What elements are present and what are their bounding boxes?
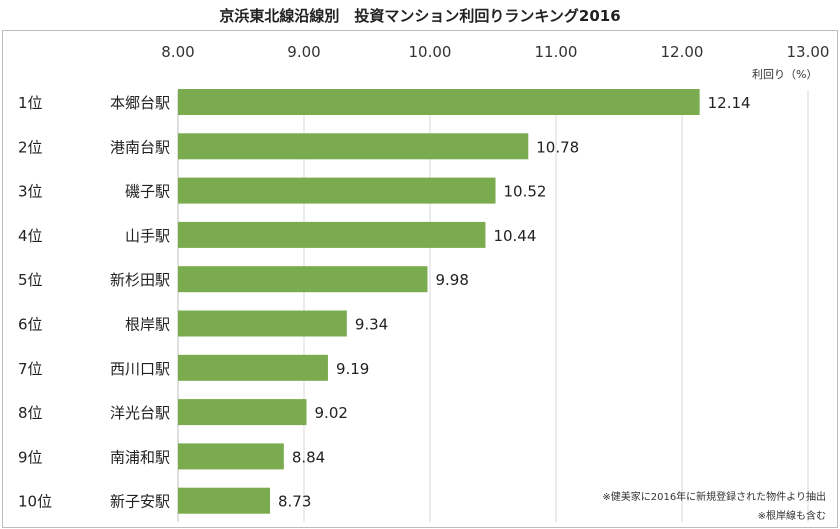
data-label: 9.02 xyxy=(315,404,348,422)
rank-label: 2位 xyxy=(18,138,43,156)
bar xyxy=(178,443,284,470)
x-tick-label: 13.00 xyxy=(787,43,830,61)
bar xyxy=(178,399,307,426)
x-tick-label: 12.00 xyxy=(661,43,704,61)
rank-label: 7位 xyxy=(18,360,43,378)
data-label: 10.52 xyxy=(504,183,547,201)
category-label: 本郷台駅 xyxy=(110,94,170,112)
bar xyxy=(178,133,529,160)
category-label: 南浦和駅 xyxy=(110,448,170,466)
bar xyxy=(178,221,486,248)
footnote-source: ※健美家に2016年に新規登録された物件より抽出 xyxy=(602,492,826,503)
data-label: 12.14 xyxy=(708,94,751,112)
data-label: 10.44 xyxy=(493,227,536,245)
category-label: 新杉田駅 xyxy=(110,271,170,289)
x-tick-label: 8.00 xyxy=(161,43,194,61)
rank-label: 5位 xyxy=(18,271,43,289)
rank-label: 1位 xyxy=(18,94,43,112)
footnote-scope: ※根岸線も含む xyxy=(757,511,826,522)
x-tick-label: 9.00 xyxy=(287,43,320,61)
bar xyxy=(178,266,428,293)
category-label: 磯子駅 xyxy=(125,183,170,201)
bar xyxy=(178,487,270,514)
category-label: 山手駅 xyxy=(125,227,170,245)
bar xyxy=(178,177,496,204)
chart-title: 京浜東北線沿線別 投資マンション利回りランキング2016 xyxy=(219,7,621,25)
rank-label: 10位 xyxy=(18,493,52,511)
category-label: 港南台駅 xyxy=(110,138,170,156)
data-label: 8.73 xyxy=(278,493,311,511)
category-label: 新子安駅 xyxy=(110,493,170,511)
bar xyxy=(178,354,328,381)
rank-label: 3位 xyxy=(18,183,43,201)
x-axis-label: 利回り（%） xyxy=(752,68,818,81)
x-tick-label: 11.00 xyxy=(535,43,578,61)
data-label: 9.34 xyxy=(355,316,388,334)
category-label: 根岸駅 xyxy=(125,316,170,334)
data-label: 9.98 xyxy=(435,271,468,289)
rank-label: 8位 xyxy=(18,404,43,422)
bar xyxy=(178,89,700,115)
category-label: 洋光台駅 xyxy=(110,404,170,422)
chart-frame xyxy=(2,30,838,528)
rank-label: 4位 xyxy=(18,227,43,245)
data-label: 8.84 xyxy=(292,448,325,466)
bar xyxy=(178,310,347,337)
rank-label: 6位 xyxy=(18,316,43,334)
category-label: 西川口駅 xyxy=(110,360,170,378)
rank-label: 9位 xyxy=(18,448,43,466)
data-label: 10.78 xyxy=(536,138,579,156)
x-tick-label: 10.00 xyxy=(409,43,452,61)
data-label: 9.19 xyxy=(336,360,369,378)
